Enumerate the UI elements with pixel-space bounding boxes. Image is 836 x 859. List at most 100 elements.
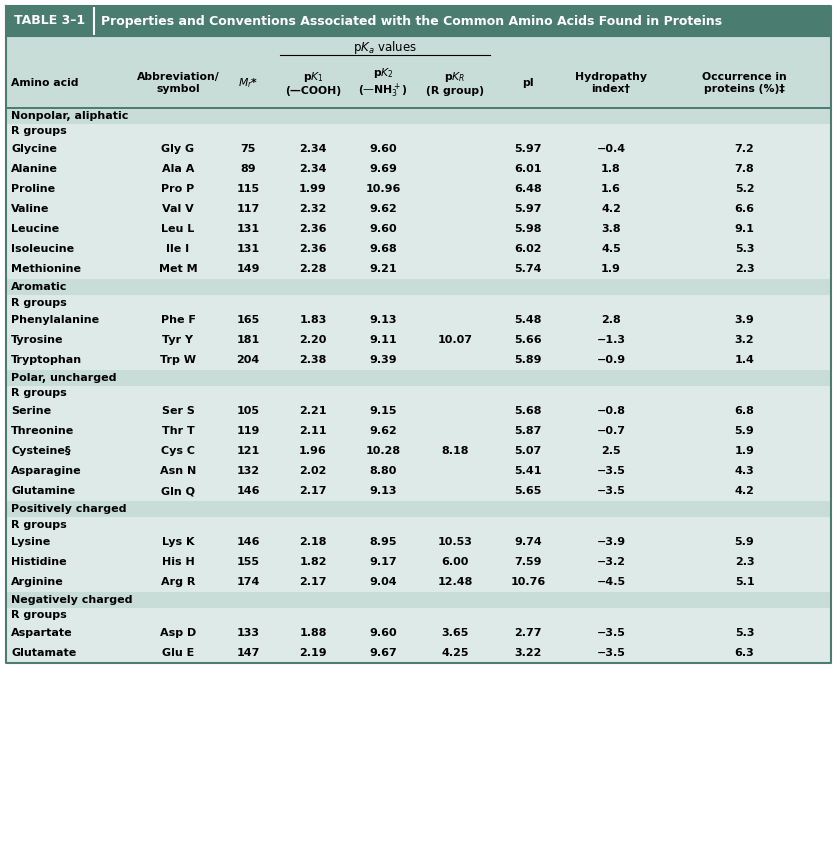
Text: 10.96: 10.96 — [364, 184, 400, 194]
Text: Arginine: Arginine — [11, 577, 64, 587]
Text: 4.5: 4.5 — [600, 244, 620, 254]
Text: Asn N: Asn N — [160, 466, 196, 476]
Text: 133: 133 — [237, 628, 259, 638]
Text: −1.3: −1.3 — [596, 335, 624, 345]
Text: −3.2: −3.2 — [596, 557, 624, 567]
Text: 7.8: 7.8 — [734, 164, 753, 174]
Text: 5.68: 5.68 — [513, 406, 541, 416]
Text: 1.8: 1.8 — [600, 164, 620, 174]
Text: Glu E: Glu E — [161, 648, 194, 658]
Text: 4.2: 4.2 — [600, 204, 620, 214]
Text: 1.96: 1.96 — [298, 446, 327, 456]
Text: 4.3: 4.3 — [734, 466, 753, 476]
Text: 2.17: 2.17 — [299, 486, 326, 496]
Text: 10.53: 10.53 — [437, 537, 472, 547]
Text: 5.2: 5.2 — [734, 184, 753, 194]
Text: Occurrence in
proteins (%)‡: Occurrence in proteins (%)‡ — [701, 72, 786, 94]
Text: Cys C: Cys C — [161, 446, 195, 456]
Text: 9.13: 9.13 — [369, 315, 396, 325]
Bar — [6, 552, 830, 572]
Text: 5.65: 5.65 — [513, 486, 541, 496]
Text: Asp D: Asp D — [160, 628, 196, 638]
Text: 9.62: 9.62 — [369, 426, 396, 436]
Bar — [6, 36, 830, 108]
Text: Leucine: Leucine — [11, 224, 59, 234]
Text: Ile I: Ile I — [166, 244, 189, 254]
Text: 75: 75 — [240, 144, 255, 154]
Text: p$K_R$
(R group): p$K_R$ (R group) — [426, 70, 483, 96]
Text: −3.5: −3.5 — [596, 486, 624, 496]
Text: 7.2: 7.2 — [734, 144, 753, 154]
Text: 3.9: 3.9 — [734, 315, 753, 325]
Text: 121: 121 — [236, 446, 259, 456]
Text: Val V: Val V — [162, 204, 194, 214]
Text: 5.89: 5.89 — [513, 355, 541, 365]
Text: 165: 165 — [236, 315, 259, 325]
Text: 6.02: 6.02 — [513, 244, 541, 254]
Text: 89: 89 — [240, 164, 256, 174]
Bar — [6, 421, 830, 441]
Text: 3.8: 3.8 — [600, 224, 620, 234]
Text: TABLE 3–1: TABLE 3–1 — [14, 15, 85, 27]
Text: 5.87: 5.87 — [513, 426, 541, 436]
Text: 5.48: 5.48 — [513, 315, 541, 325]
Text: 1.6: 1.6 — [600, 184, 620, 194]
Text: Lys K: Lys K — [161, 537, 194, 547]
Text: Glutamate: Glutamate — [11, 648, 76, 658]
Text: 2.3: 2.3 — [734, 557, 753, 567]
Bar — [6, 279, 830, 295]
Text: 2.3: 2.3 — [734, 264, 753, 274]
Text: 2.02: 2.02 — [299, 466, 326, 476]
Text: 1.9: 1.9 — [600, 264, 620, 274]
Text: 2.36: 2.36 — [299, 244, 326, 254]
Text: R groups: R groups — [11, 297, 67, 308]
Text: 8.80: 8.80 — [369, 466, 396, 476]
Bar — [6, 501, 830, 517]
Text: Isoleucine: Isoleucine — [11, 244, 74, 254]
Text: 3.2: 3.2 — [734, 335, 753, 345]
Text: 131: 131 — [236, 244, 259, 254]
Text: Positively charged: Positively charged — [11, 504, 126, 514]
Text: 105: 105 — [237, 406, 259, 416]
Bar — [6, 386, 830, 401]
Text: 5.98: 5.98 — [513, 224, 541, 234]
Text: 9.74: 9.74 — [513, 537, 541, 547]
Text: 1.9: 1.9 — [734, 446, 753, 456]
Bar — [6, 330, 830, 350]
Text: R groups: R groups — [11, 611, 67, 620]
Text: Arg R: Arg R — [161, 577, 195, 587]
Text: 2.32: 2.32 — [299, 204, 326, 214]
Text: p$K_1$
(—COOH): p$K_1$ (—COOH) — [284, 70, 340, 96]
Text: −0.7: −0.7 — [596, 426, 624, 436]
Text: 6.3: 6.3 — [734, 648, 753, 658]
Bar — [6, 310, 830, 330]
Text: 5.74: 5.74 — [513, 264, 541, 274]
Text: Proline: Proline — [11, 184, 55, 194]
Text: $M_r$*: $M_r$* — [237, 76, 257, 90]
Text: −4.5: −4.5 — [596, 577, 624, 587]
Text: 4.2: 4.2 — [734, 486, 753, 496]
Bar — [6, 623, 830, 643]
Text: 4.25: 4.25 — [441, 648, 468, 658]
Text: Ser S: Ser S — [161, 406, 194, 416]
Bar — [6, 159, 830, 179]
Text: 2.18: 2.18 — [299, 537, 326, 547]
Text: 2.34: 2.34 — [299, 144, 326, 154]
Text: Aspartate: Aspartate — [11, 628, 73, 638]
Text: 9.21: 9.21 — [369, 264, 396, 274]
Bar — [6, 350, 830, 370]
Bar — [6, 295, 830, 310]
Bar — [6, 643, 830, 663]
Text: 119: 119 — [236, 426, 259, 436]
Text: 8.95: 8.95 — [369, 537, 396, 547]
Text: −3.5: −3.5 — [596, 648, 624, 658]
Text: Valine: Valine — [11, 204, 49, 214]
Text: Phe F: Phe F — [161, 315, 195, 325]
Bar — [6, 6, 830, 36]
Text: 10.28: 10.28 — [365, 446, 400, 456]
Text: 9.60: 9.60 — [369, 144, 396, 154]
Text: Lysine: Lysine — [11, 537, 50, 547]
Bar — [6, 517, 830, 532]
Text: 9.15: 9.15 — [369, 406, 396, 416]
Text: 9.62: 9.62 — [369, 204, 396, 214]
